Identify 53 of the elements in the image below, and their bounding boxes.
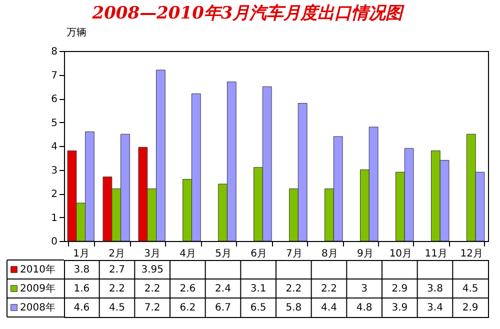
data-label: 2.2 bbox=[109, 284, 125, 294]
data-label: 3.8 bbox=[427, 284, 443, 294]
data-label: 2.6 bbox=[180, 284, 196, 294]
y-tick-label: 4 bbox=[51, 142, 58, 152]
legend-label: 2010年 bbox=[20, 264, 56, 276]
chart-title: 2008—2010年3月汽车月度出口情况图 bbox=[91, 4, 405, 24]
x-tick-label: 6月 bbox=[250, 248, 267, 260]
y-tick-label: 2 bbox=[51, 189, 58, 200]
data-label: 4.6 bbox=[74, 302, 90, 314]
data-label: 3.1 bbox=[250, 284, 266, 294]
y-tick-label: 7 bbox=[51, 70, 58, 82]
legend-label: 2008年 bbox=[20, 302, 56, 314]
x-tick-label: 1月 bbox=[73, 248, 90, 260]
data-label: 2.2 bbox=[321, 284, 337, 294]
y-tick-label: 8 bbox=[51, 46, 58, 58]
data-label: 3 bbox=[361, 284, 368, 294]
data-label: 2.9 bbox=[462, 302, 478, 314]
x-tick-label: 8月 bbox=[322, 248, 338, 260]
x-tick-label: 10月 bbox=[389, 248, 412, 260]
data-label: 4.5 bbox=[109, 302, 125, 314]
x-tick-label: 5月 bbox=[215, 248, 232, 260]
data-label: 4.4 bbox=[321, 302, 337, 314]
x-tick-label: 4月 bbox=[180, 248, 196, 260]
data-label: 6.5 bbox=[250, 302, 266, 314]
data-label: 7.2 bbox=[144, 302, 160, 314]
x-tick-label: 7月 bbox=[286, 248, 302, 260]
x-tick-label: 12月 bbox=[460, 248, 484, 260]
y-tick-label: 1 bbox=[51, 212, 58, 224]
x-tick-label: 2月 bbox=[108, 248, 126, 260]
data-label: 2.4 bbox=[215, 284, 231, 294]
data-label: 3.4 bbox=[427, 302, 443, 314]
data-label: 4.8 bbox=[356, 302, 372, 314]
legend-label: 2009年 bbox=[20, 282, 56, 294]
x-tick-label: 9月 bbox=[357, 248, 374, 260]
x-tick-label: 11月 bbox=[424, 248, 448, 260]
x-tick-label: 3月 bbox=[144, 248, 161, 260]
y-tick-label: 5 bbox=[51, 118, 58, 129]
data-label: 6.7 bbox=[215, 302, 231, 314]
data-label: 4.5 bbox=[462, 284, 478, 294]
data-label: 6.2 bbox=[180, 302, 196, 314]
data-label: 1.6 bbox=[74, 284, 90, 294]
data-label: 2.2 bbox=[286, 284, 302, 294]
data-label: 3.9 bbox=[392, 302, 408, 314]
data-label: 5.8 bbox=[286, 302, 302, 314]
y-tick-label: 3 bbox=[51, 165, 58, 176]
data-label: 3.8 bbox=[74, 264, 90, 276]
data-label: 2.7 bbox=[109, 264, 125, 276]
data-label: 3.95 bbox=[141, 264, 164, 276]
y-axis-title: 万辆 bbox=[66, 26, 86, 38]
y-tick-label: 6 bbox=[51, 94, 58, 105]
data-label: 2.9 bbox=[392, 284, 408, 294]
y-tick-label: 0 bbox=[51, 236, 58, 248]
data-label: 2.2 bbox=[144, 284, 160, 294]
